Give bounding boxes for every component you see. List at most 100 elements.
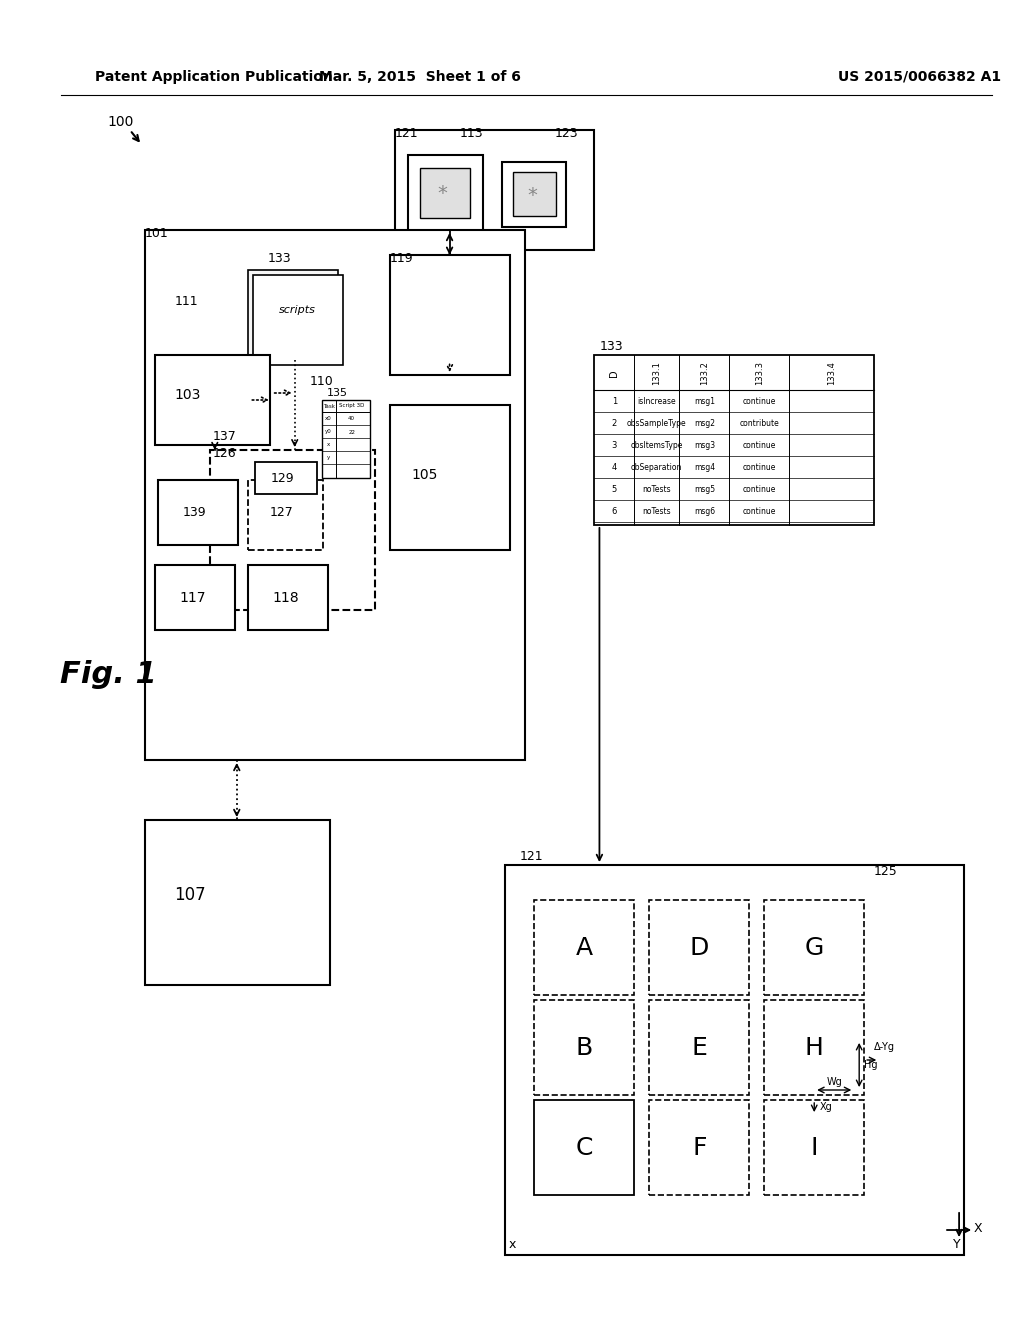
Text: US 2015/0066382 A1: US 2015/0066382 A1 xyxy=(838,70,1000,84)
Text: contribute: contribute xyxy=(739,418,779,428)
Text: 1: 1 xyxy=(611,396,617,405)
Text: B: B xyxy=(575,1036,593,1060)
Text: Mar. 5, 2015  Sheet 1 of 6: Mar. 5, 2015 Sheet 1 of 6 xyxy=(318,70,520,84)
Text: 4: 4 xyxy=(611,462,617,471)
Text: 118: 118 xyxy=(272,591,299,605)
Text: F: F xyxy=(692,1137,707,1160)
Text: msg1: msg1 xyxy=(694,396,715,405)
Text: continue: continue xyxy=(742,507,776,516)
Text: Fig. 1: Fig. 1 xyxy=(60,660,157,689)
Bar xyxy=(764,1100,864,1195)
Text: 107: 107 xyxy=(174,886,206,904)
Text: 139: 139 xyxy=(183,507,207,520)
Text: Hg: Hg xyxy=(864,1060,878,1071)
Text: 133.2: 133.2 xyxy=(699,362,709,385)
Text: 126: 126 xyxy=(213,447,237,459)
Text: noTests: noTests xyxy=(642,507,671,516)
Bar xyxy=(420,168,470,218)
Bar xyxy=(535,900,635,995)
Text: 111: 111 xyxy=(175,294,199,308)
Text: G: G xyxy=(805,936,824,960)
Bar xyxy=(390,405,510,550)
Bar xyxy=(394,129,595,249)
Bar xyxy=(408,154,482,235)
Text: 123: 123 xyxy=(554,127,579,140)
Text: 3: 3 xyxy=(611,441,617,450)
Text: 5: 5 xyxy=(611,484,617,494)
Bar xyxy=(158,480,238,545)
Bar xyxy=(155,565,234,630)
Text: x0: x0 xyxy=(326,417,332,421)
Text: 40: 40 xyxy=(348,417,355,421)
Text: continue: continue xyxy=(742,462,776,471)
Text: continue: continue xyxy=(742,441,776,450)
Bar xyxy=(764,900,864,995)
Text: 6: 6 xyxy=(611,507,617,516)
Text: 121: 121 xyxy=(394,127,418,140)
Text: 110: 110 xyxy=(309,375,334,388)
Bar xyxy=(210,450,375,610)
Text: A: A xyxy=(575,936,593,960)
Bar xyxy=(248,271,338,360)
Text: obsItemsType: obsItemsType xyxy=(630,441,683,450)
Text: 2: 2 xyxy=(611,418,617,428)
Bar xyxy=(513,172,556,216)
Text: Wg: Wg xyxy=(826,1077,842,1086)
Text: 22: 22 xyxy=(348,429,355,434)
Text: Y: Y xyxy=(953,1238,961,1251)
Text: continue: continue xyxy=(742,484,776,494)
Bar xyxy=(764,1001,864,1096)
Text: Xg: Xg xyxy=(819,1102,831,1111)
Text: 133.4: 133.4 xyxy=(826,362,836,385)
Text: msg6: msg6 xyxy=(694,507,715,516)
Text: msg3: msg3 xyxy=(694,441,715,450)
Bar xyxy=(255,462,316,494)
Bar xyxy=(649,1001,750,1096)
Text: I: I xyxy=(810,1137,818,1160)
Text: *: * xyxy=(527,186,538,205)
Text: *: * xyxy=(437,183,447,202)
Text: msg5: msg5 xyxy=(694,484,715,494)
Text: X: X xyxy=(974,1221,983,1234)
Text: E: E xyxy=(691,1036,708,1060)
Text: 135: 135 xyxy=(327,388,348,399)
Text: H: H xyxy=(805,1036,823,1060)
Text: x: x xyxy=(327,442,331,447)
Text: y: y xyxy=(327,455,331,461)
Text: 119: 119 xyxy=(390,252,414,265)
Text: 127: 127 xyxy=(270,507,294,520)
Text: 103: 103 xyxy=(175,388,201,403)
Bar xyxy=(535,1100,635,1195)
Text: C: C xyxy=(575,1137,593,1160)
Text: 133: 133 xyxy=(599,341,623,352)
Bar xyxy=(155,355,269,445)
Text: 125: 125 xyxy=(873,865,897,878)
Text: obSeparation: obSeparation xyxy=(631,462,682,471)
Text: msg2: msg2 xyxy=(694,418,715,428)
Text: 121: 121 xyxy=(519,850,543,863)
Text: isIncrease: isIncrease xyxy=(637,396,676,405)
Bar xyxy=(144,230,524,760)
Text: obsSampleType: obsSampleType xyxy=(627,418,686,428)
Bar xyxy=(390,255,510,375)
Text: Script 3D: Script 3D xyxy=(339,404,365,408)
Text: 133.3: 133.3 xyxy=(755,360,764,385)
Bar xyxy=(322,400,370,478)
Text: 133.1: 133.1 xyxy=(652,362,660,385)
Bar xyxy=(535,1001,635,1096)
Text: y0: y0 xyxy=(326,429,332,434)
Bar xyxy=(144,820,330,985)
Text: 117: 117 xyxy=(179,591,206,605)
Bar xyxy=(248,480,323,550)
Text: 113: 113 xyxy=(460,127,483,140)
Bar xyxy=(649,1100,750,1195)
Text: msg4: msg4 xyxy=(694,462,715,471)
Text: Task: Task xyxy=(323,404,335,408)
Bar xyxy=(505,865,964,1255)
Bar xyxy=(595,355,874,525)
Text: continue: continue xyxy=(742,396,776,405)
Bar xyxy=(253,275,343,366)
Bar xyxy=(248,565,328,630)
Text: 137: 137 xyxy=(213,430,237,444)
Text: D: D xyxy=(609,370,620,376)
